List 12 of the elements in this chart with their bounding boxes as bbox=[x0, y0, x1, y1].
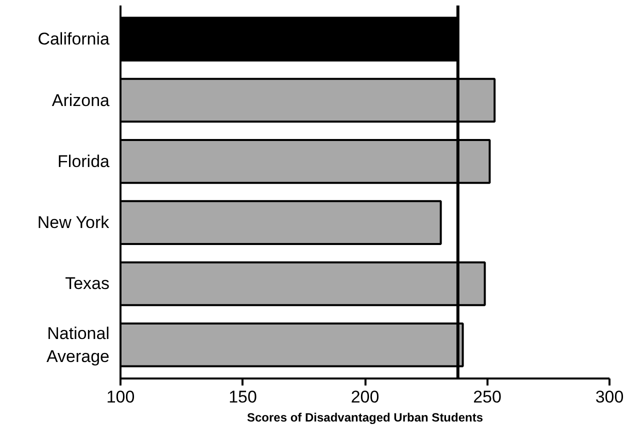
x-tick-label: 200 bbox=[350, 388, 380, 406]
y-tick-label: National Average bbox=[46, 324, 110, 366]
x-tick-label: 300 bbox=[595, 388, 624, 406]
x-tick-label: 100 bbox=[106, 388, 135, 406]
x-tick-label: 250 bbox=[473, 388, 502, 406]
x-axis-title: Scores of Disadvantaged Urban Students bbox=[246, 410, 484, 424]
y-tick-label: Florida bbox=[58, 152, 110, 171]
y-tick-label: Arizona bbox=[52, 90, 110, 110]
y-tick-label: Texas bbox=[65, 274, 110, 294]
y-tick-label: New York bbox=[37, 213, 110, 232]
x-tick-label: 150 bbox=[228, 388, 257, 406]
y-tick-label: California bbox=[38, 30, 110, 49]
